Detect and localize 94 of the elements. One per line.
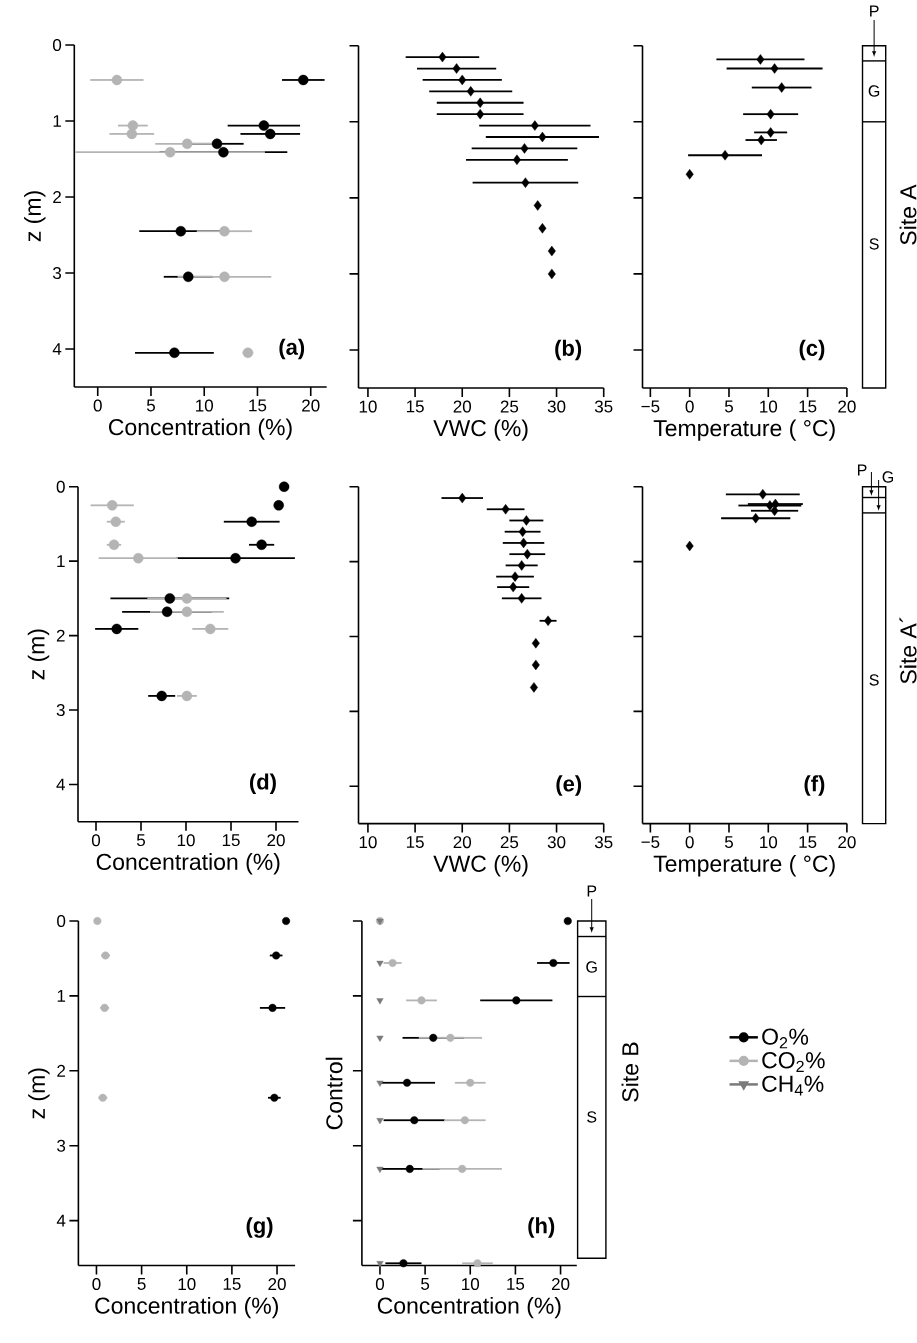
- x-axis-title: Concentration (%): [377, 1296, 561, 1319]
- y-tick-label: 3: [52, 266, 62, 280]
- x-tick-label: 20: [267, 834, 285, 847]
- y-tick-label: 4: [52, 343, 62, 355]
- y-tick-label: 1: [57, 555, 65, 568]
- x-tick-label: 0: [93, 399, 102, 412]
- x-tick-label: 15: [799, 836, 817, 848]
- x-tick-label: 20: [551, 1278, 570, 1291]
- x-tick-label: 10: [178, 1278, 196, 1291]
- x-tick-label: −5: [641, 836, 660, 848]
- annotation: (b): [555, 339, 582, 361]
- x-axis-title: VWC (%): [433, 855, 528, 877]
- annotation: (d): [249, 773, 276, 794]
- x-tick-label: 20: [453, 400, 472, 413]
- y-tick-label: 2: [57, 1064, 66, 1077]
- x-tick-label: 25: [500, 400, 519, 413]
- x-tick-label: 5: [146, 399, 155, 412]
- x-tick-label: 5: [724, 836, 733, 848]
- text: S: [869, 238, 879, 250]
- y-tick-label: 1: [53, 115, 61, 127]
- x-tick-label: 0: [92, 1278, 101, 1291]
- x-tick-label: 15: [799, 400, 817, 413]
- y-tick-label: 3: [57, 1139, 66, 1152]
- y-tick-label: 0: [56, 480, 65, 493]
- x-tick-label: 0: [685, 836, 694, 849]
- x-tick-label: 30: [547, 836, 566, 849]
- annotation: (c): [799, 339, 825, 361]
- y-tick-label: 0: [53, 38, 62, 52]
- text: P: [587, 885, 597, 897]
- y-tick-label: 2: [56, 629, 65, 642]
- x-tick-label: 25: [500, 836, 519, 849]
- x-axis-title: Concentration (%): [95, 1296, 278, 1319]
- x-tick-label: 20: [838, 836, 856, 849]
- x-tick-label: 15: [507, 1278, 525, 1290]
- text: P: [857, 464, 867, 476]
- text: G: [882, 471, 894, 483]
- x-tick-label: 5: [137, 1278, 146, 1290]
- y-axis-title: Control: [325, 1057, 343, 1130]
- x-tick-label: 10: [359, 836, 377, 849]
- annotation: (e): [556, 775, 582, 796]
- legend-label: O$_{2}$%: [762, 1028, 809, 1049]
- y-axis-title: z (m): [24, 191, 46, 242]
- y-tick-label: 4: [56, 778, 65, 791]
- x-tick-label: 5: [136, 834, 146, 847]
- x-tick-label: 20: [453, 836, 472, 849]
- legend-label: CH$_{4}$%: [762, 1075, 824, 1096]
- x-axis-title: VWC (%): [433, 419, 528, 441]
- x-axis-title: Concentration (%): [96, 853, 280, 875]
- text: Site A´: [899, 617, 917, 684]
- x-tick-label: 15: [406, 400, 424, 413]
- x-tick-label: 15: [249, 399, 267, 412]
- x-tick-label: 10: [462, 1278, 480, 1291]
- x-tick-label: 35: [594, 400, 613, 413]
- y-tick-label: 3: [56, 704, 65, 717]
- y-tick-label: 0: [57, 915, 66, 928]
- x-tick-label: 0: [375, 1278, 385, 1291]
- x-tick-label: 10: [760, 400, 778, 413]
- text: Site A: [899, 184, 917, 245]
- x-tick-label: 20: [302, 399, 320, 412]
- x-tick-label: 20: [838, 400, 856, 413]
- text: G: [586, 961, 597, 973]
- annotation: (f): [804, 775, 825, 796]
- x-axis-title: Concentration (%): [108, 418, 292, 440]
- x-tick-label: 5: [724, 400, 733, 413]
- annotation: (a): [279, 338, 305, 360]
- text: G: [868, 85, 880, 97]
- x-tick-label: 10: [359, 400, 377, 413]
- x-axis-title: Temperature ( °C): [653, 855, 835, 877]
- annotation: (g): [246, 1217, 273, 1238]
- x-tick-label: 15: [223, 1278, 241, 1290]
- x-tick-label: 10: [177, 834, 195, 847]
- y-tick-label: 2: [53, 191, 61, 203]
- x-tick-label: 20: [268, 1278, 286, 1291]
- x-axis-title: Temperature ( °C): [653, 419, 835, 441]
- x-tick-label: 5: [421, 1278, 430, 1290]
- annotation: (h): [528, 1217, 555, 1238]
- x-tick-label: 15: [406, 836, 424, 848]
- x-tick-label: 10: [196, 399, 214, 412]
- x-tick-label: 30: [547, 400, 566, 413]
- y-tick-label: 1: [57, 990, 66, 1002]
- x-tick-label: −5: [641, 400, 660, 413]
- y-axis-title: z (m): [27, 629, 50, 680]
- text: P: [870, 5, 879, 17]
- y-tick-label: 4: [56, 1214, 66, 1227]
- text: S: [587, 1111, 597, 1123]
- x-tick-label: 0: [91, 834, 101, 847]
- text: Site B: [621, 1042, 639, 1102]
- x-tick-label: 10: [760, 836, 778, 849]
- x-tick-label: 15: [222, 834, 240, 847]
- y-axis-title: z (m): [28, 1068, 50, 1119]
- text: S: [869, 674, 879, 686]
- legend-label: CO$_{2}$%: [762, 1052, 825, 1072]
- x-tick-label: 35: [594, 836, 613, 849]
- x-tick-label: 0: [685, 400, 694, 413]
